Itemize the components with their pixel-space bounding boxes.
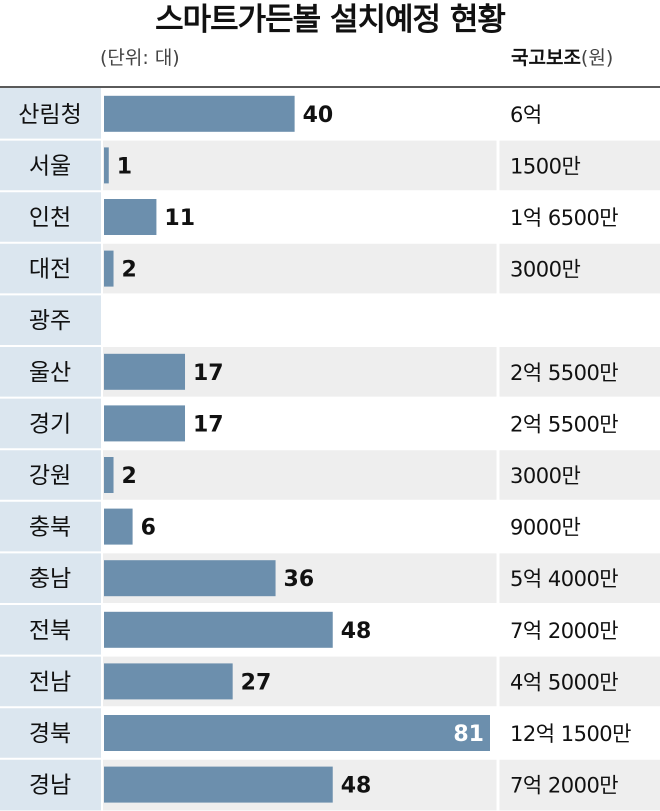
subsidy-value: 6억 xyxy=(510,103,542,127)
bar xyxy=(104,199,157,235)
row-label-cell xyxy=(0,139,101,192)
bar xyxy=(104,95,295,132)
value-label: 40 xyxy=(303,103,334,128)
value-label: 48 xyxy=(341,774,372,799)
row-label-cell xyxy=(0,397,101,450)
subsidy-value: 7억 2000만 xyxy=(510,774,618,798)
row-stripe xyxy=(101,449,660,501)
row-label-cell xyxy=(0,552,101,604)
value-label: 17 xyxy=(193,361,224,386)
value-label: 1 xyxy=(117,154,132,179)
subsidy-value: 5억 4000만 xyxy=(510,567,618,591)
bar xyxy=(104,715,490,751)
row-label-cell xyxy=(0,191,101,243)
row-label-cell xyxy=(0,707,101,759)
bar xyxy=(104,457,114,493)
category-label: 경기 xyxy=(29,411,71,437)
subsidy-value: 2억 5500만 xyxy=(510,412,618,436)
row-label-cell xyxy=(0,88,101,140)
subsidy-column-header: 국고보조(원) xyxy=(511,46,613,70)
subsidy-value: 1억 6500만 xyxy=(510,206,618,230)
bar xyxy=(104,405,186,442)
bar xyxy=(104,663,233,700)
category-label: 산림청 xyxy=(18,102,81,128)
header-rule xyxy=(0,86,660,88)
subsidy-value: 2억 5500만 xyxy=(510,361,618,385)
bar xyxy=(104,611,333,648)
bar xyxy=(104,560,276,597)
unit-note: (단위: 대) xyxy=(100,47,180,69)
category-label: 강원 xyxy=(29,463,71,489)
category-label: 전남 xyxy=(29,669,71,695)
subsidy-value: 12억 1500만 xyxy=(510,722,631,746)
bar xyxy=(104,353,186,390)
category-label: 전북 xyxy=(29,618,71,644)
category-label: 경북 xyxy=(29,721,71,747)
value-label: 6 xyxy=(141,516,156,541)
subsidy-value: 3000만 xyxy=(510,258,580,282)
row-stripe xyxy=(101,139,660,192)
bar xyxy=(104,250,114,287)
row-label-cell xyxy=(0,242,101,295)
row-label-cell xyxy=(0,294,101,346)
category-label: 경남 xyxy=(29,773,71,799)
row-label-cell xyxy=(0,758,101,811)
value-label: 17 xyxy=(193,412,224,437)
bar xyxy=(104,147,109,184)
value-label: 48 xyxy=(341,619,372,644)
category-label: 인천 xyxy=(29,205,71,231)
value-label: 2 xyxy=(122,258,137,283)
row-label-cell xyxy=(0,449,101,501)
row-label-cell xyxy=(0,500,101,553)
subsidy-value: 7억 2000만 xyxy=(510,619,618,643)
subsidy-header-unit: (원) xyxy=(580,47,614,69)
bar xyxy=(104,508,133,545)
value-label: 11 xyxy=(164,206,195,231)
value-label: 27 xyxy=(241,670,272,695)
category-label: 충북 xyxy=(29,515,71,541)
subsidy-value: 1500만 xyxy=(510,154,580,178)
subsidy-value: 3000만 xyxy=(510,464,580,488)
subsidy-header-label: 국고보조 xyxy=(511,47,581,69)
category-label: 대전 xyxy=(29,257,71,283)
subsidy-value: 4억 5000만 xyxy=(510,670,618,694)
bar xyxy=(104,766,333,803)
category-label: 광주 xyxy=(29,308,71,334)
subsidy-value: 9000만 xyxy=(510,516,580,540)
row-label-cell xyxy=(0,655,101,708)
row-stripe xyxy=(101,242,660,295)
value-label: 2 xyxy=(122,464,137,489)
row-stripe xyxy=(101,346,660,398)
row-label-cell xyxy=(0,346,101,398)
value-label: 36 xyxy=(284,567,315,592)
category-label: 충남 xyxy=(29,566,71,592)
chart-title: 스마트가든볼 설치예정 현황 xyxy=(155,2,506,38)
category-label: 울산 xyxy=(29,360,71,386)
value-label: 81 xyxy=(453,722,484,747)
row-label-cell xyxy=(0,604,101,656)
category-label: 서울 xyxy=(29,153,71,179)
